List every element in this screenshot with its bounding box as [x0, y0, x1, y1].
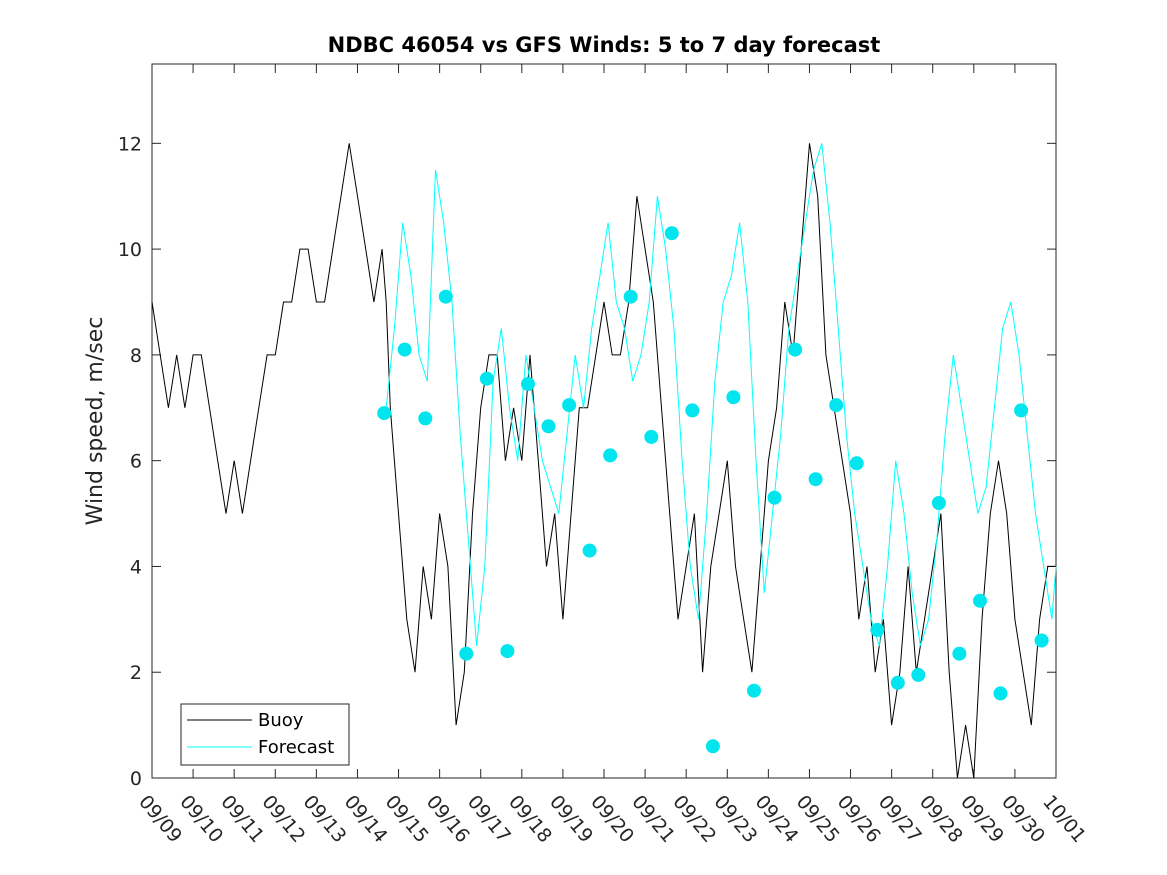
- forecast-marker: [973, 593, 987, 608]
- legend-buoy-label: Buoy: [258, 710, 304, 731]
- forecast-marker: [562, 398, 577, 413]
- y-tick-label: 8: [130, 345, 142, 367]
- forecast-marker: [993, 686, 1008, 701]
- legend-box: [180, 703, 350, 766]
- forecast-marker: [788, 342, 803, 357]
- forecast-marker: [623, 289, 638, 304]
- y-axis: 0 2 4 6 8 10 12: [118, 133, 1056, 790]
- y-tick-label: 0: [130, 768, 142, 790]
- forecast-marker: [459, 646, 474, 661]
- forecast-marker: [1034, 633, 1049, 648]
- forecast-marker: [911, 667, 926, 682]
- series-layer: [151, 143, 1057, 779]
- forecast-marker: [705, 739, 720, 754]
- forecast-marker: [582, 543, 597, 558]
- legend-forecast-label: Forecast: [258, 737, 334, 758]
- forecast-marker: [603, 448, 618, 463]
- forecast-marker: [747, 683, 761, 698]
- forecast-marker: [849, 456, 864, 471]
- y-tick-label: 10: [118, 239, 142, 261]
- forecast-marker: [644, 429, 659, 444]
- forecast-marker: [664, 226, 679, 241]
- y-axis-label: Wind speed, m/sec: [83, 317, 108, 526]
- forecast-line: [385, 143, 1057, 646]
- forecast-marker: [397, 342, 412, 357]
- forecast-marker: [685, 403, 700, 418]
- forecast-marker: [1014, 403, 1029, 418]
- y-tick-label: 4: [130, 556, 142, 578]
- forecast-marker: [521, 377, 535, 391]
- y-tick-label: 12: [118, 133, 142, 155]
- forecast-marker: [418, 411, 433, 426]
- forecast-marker: [829, 398, 844, 413]
- forecast-marker: [726, 390, 741, 405]
- buoy-line: [151, 143, 1056, 779]
- y-tick-label: 6: [130, 451, 142, 473]
- forecast-marker: [541, 419, 556, 434]
- forecast-marker: [438, 289, 453, 304]
- forecast-marker: [377, 406, 392, 421]
- y-tick-label: 2: [130, 662, 142, 684]
- plot-area: [151, 63, 1057, 779]
- forecast-marker: [500, 644, 515, 659]
- legend: Buoy Forecast: [180, 703, 350, 766]
- forecast-marker: [479, 371, 494, 386]
- forecast-marker: [931, 496, 946, 510]
- forecast-marker: [870, 622, 885, 637]
- forecast-marker: [808, 472, 823, 487]
- forecast-marker: [890, 675, 905, 690]
- forecast-marker: [952, 646, 967, 661]
- chart-title: NDBC 46054 vs GFS Winds: 5 to 7 day fore…: [328, 33, 881, 57]
- forecast-marker: [767, 490, 782, 505]
